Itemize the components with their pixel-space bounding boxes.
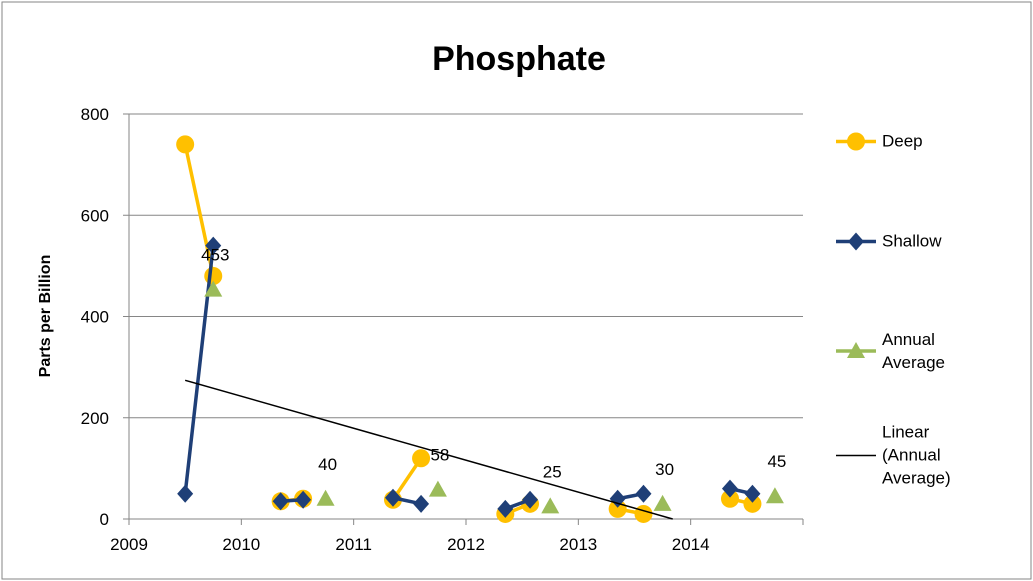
data-label: 45 xyxy=(767,452,786,471)
marker-triangle xyxy=(653,494,672,511)
y-tick-label: 400 xyxy=(81,308,109,327)
y-axis-label: Parts per Billion xyxy=(37,255,54,378)
marker-circle xyxy=(176,135,195,154)
series-line xyxy=(183,245,753,511)
marker-triangle xyxy=(428,480,447,497)
marker-diamond xyxy=(205,236,222,255)
marker-diamond xyxy=(609,489,626,508)
marker-circle xyxy=(720,489,739,508)
legend-label: Linear (Annual Average) xyxy=(882,422,951,488)
x-tick-label: 2012 xyxy=(447,535,485,554)
y-tick-label: 200 xyxy=(81,409,109,428)
legend-label: Shallow xyxy=(882,231,942,251)
x-tick-label: 2011 xyxy=(335,535,372,554)
legend-label: Deep xyxy=(882,131,923,151)
data-label: 25 xyxy=(543,462,562,481)
data-label: 40 xyxy=(318,455,337,474)
marker-circle xyxy=(743,494,762,513)
legend-label: Annual Average xyxy=(882,330,946,372)
x-tick-label: 2010 xyxy=(222,535,260,554)
legend-item: Shallow xyxy=(836,230,1026,253)
marker-diamond xyxy=(848,232,864,250)
x-tick-label: 2009 xyxy=(110,535,148,554)
marker-diamond xyxy=(721,479,738,498)
y-tick-label: 800 xyxy=(81,105,109,124)
legend-swatch xyxy=(836,232,876,250)
marker-circle xyxy=(847,132,865,150)
marker-diamond xyxy=(497,499,514,518)
marker-triangle xyxy=(847,342,865,358)
marker-diamond xyxy=(384,488,401,507)
marker-diamond xyxy=(635,484,652,503)
chart-title: Phosphate xyxy=(432,40,606,78)
marker-diamond xyxy=(744,484,761,503)
marker-diamond xyxy=(413,494,430,513)
data-label: 30 xyxy=(655,460,674,479)
y-tick-label: 600 xyxy=(81,206,109,225)
data-label: 453 xyxy=(201,246,229,265)
marker-diamond xyxy=(295,490,312,509)
y-tick-label: 0 xyxy=(100,510,109,529)
legend-swatch xyxy=(836,132,876,150)
legend-item: Deep xyxy=(836,130,1026,153)
marker-triangle xyxy=(541,497,560,514)
trendline xyxy=(184,379,673,520)
x-tick-label: 2014 xyxy=(672,535,710,554)
marker-diamond xyxy=(272,492,289,511)
marker-diamond xyxy=(177,484,194,503)
marker-diamond xyxy=(522,490,539,509)
marker-triangle xyxy=(765,487,784,504)
legend-item: Annual Average xyxy=(836,328,1026,374)
marker-triangle xyxy=(316,489,335,506)
x-tick-label: 2013 xyxy=(559,535,597,554)
legend-swatch xyxy=(836,454,876,456)
data-label: 58 xyxy=(430,446,449,465)
legend-swatch xyxy=(836,342,876,358)
marker-circle xyxy=(412,449,431,468)
legend-item: Linear (Annual Average) xyxy=(836,421,1026,490)
marker-circle xyxy=(634,504,653,523)
marker-triangle xyxy=(204,280,223,297)
